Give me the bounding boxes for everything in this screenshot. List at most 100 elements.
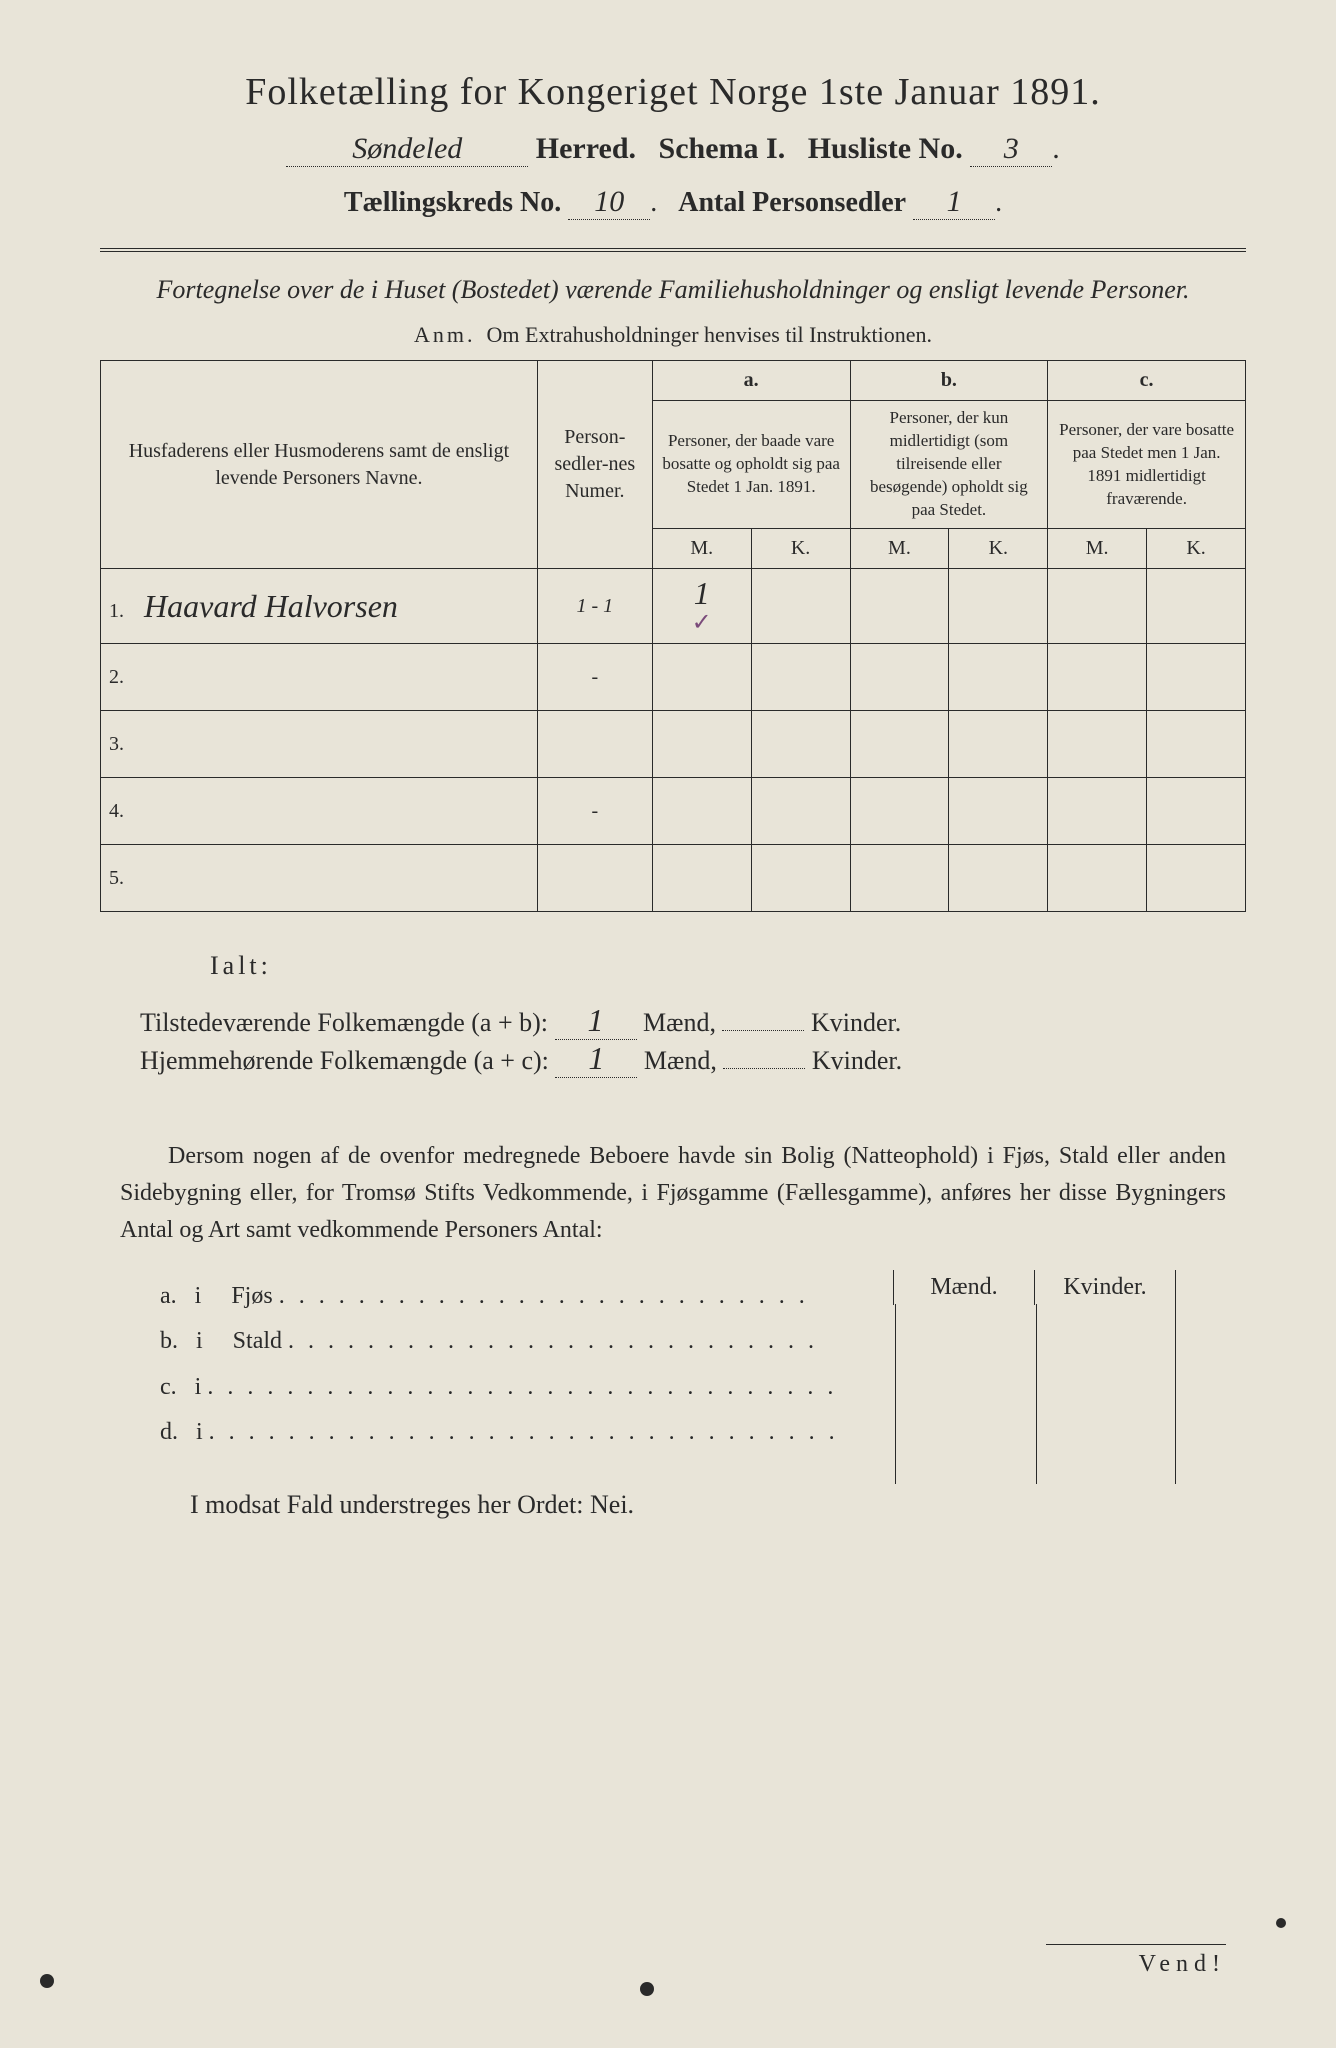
side-key: d. — [160, 1419, 178, 1445]
cell — [850, 778, 949, 845]
sum2-k-value — [723, 1068, 805, 1069]
cell — [652, 778, 751, 845]
page-title: Folketælling for Kongeriget Norge 1ste J… — [100, 70, 1246, 114]
punch-hole-icon — [1276, 1918, 1286, 1928]
divider — [100, 248, 1246, 252]
dots: . . . . . . . . . . . . . . . . . . . . … — [279, 1283, 809, 1309]
maend-label2: Mænd, — [644, 1046, 717, 1075]
table-header-row-1: Husfaderens eller Husmoderens samt de en… — [101, 361, 1246, 401]
col-c-k: K. — [1147, 529, 1246, 569]
cell — [751, 644, 850, 711]
sum1-k-value — [722, 1030, 804, 1031]
cell — [949, 711, 1048, 778]
row1-aM-val: 1 — [694, 575, 710, 611]
row4-name: 4. — [101, 778, 538, 845]
totals-block: Ialt: — [210, 940, 1246, 992]
table-row: 2. - — [101, 644, 1246, 711]
row1-bM — [850, 569, 949, 644]
col-b-k: K. — [949, 529, 1048, 569]
cell — [1048, 778, 1147, 845]
col-b-m: M. — [850, 529, 949, 569]
row-num: 2. — [109, 666, 139, 689]
husliste-value: 3 — [970, 132, 1052, 167]
sum1-m-value: 1 — [555, 1002, 637, 1040]
side-building-paragraph: Dersom nogen af de ovenfor medregnede Be… — [120, 1138, 1226, 1250]
side-i: i — [195, 1283, 202, 1309]
kvinder-label2: Kvinder. — [812, 1046, 902, 1075]
header-line-2: Søndeled Herred. Schema I. Husliste No. … — [100, 132, 1246, 167]
sum2-m-value: 1 — [555, 1040, 637, 1078]
husliste-label: Husliste No. — [808, 132, 963, 165]
personsedler-value: 1 — [913, 185, 995, 220]
sum1-label: Tilstedeværende Folkemængde (a + b): — [140, 1008, 548, 1037]
ialt-label: Ialt: — [210, 951, 272, 980]
cell — [850, 845, 949, 912]
subtitle-text: Fortegnelse over de i Huset (Bostedet) v… — [156, 275, 1189, 304]
cell — [1048, 644, 1147, 711]
side-i: i — [196, 1328, 203, 1354]
col-c-top: c. — [1048, 361, 1246, 401]
vend-label: Vend! — [1046, 1944, 1226, 1978]
side-t: Stald — [233, 1328, 282, 1354]
table-row: 5. — [101, 845, 1246, 912]
row-name-value: Haavard Halvorsen — [144, 588, 398, 624]
nei-line: I modsat Fald understreges her Ordet: Ne… — [190, 1490, 1246, 1520]
row1-aK — [751, 569, 850, 644]
table-row: 4. - — [101, 778, 1246, 845]
row1-cK — [1147, 569, 1246, 644]
anm-prefix: Anm. — [414, 322, 476, 347]
personsedler-label: Antal Personsedler — [678, 187, 906, 218]
col-name-header: Husfaderens eller Husmoderens samt de en… — [101, 361, 538, 569]
cell — [652, 845, 751, 912]
cell — [751, 711, 850, 778]
table-row: 3. — [101, 711, 1246, 778]
dots: . . . . . . . . . . . . . . . . . . . . … — [209, 1419, 839, 1445]
cell — [1048, 711, 1147, 778]
punch-hole-icon — [40, 1974, 54, 1988]
col-a-k: K. — [751, 529, 850, 569]
row-num: 1. — [109, 600, 139, 623]
dots: . . . . . . . . . . . . . . . . . . . . … — [207, 1374, 837, 1400]
kreds-value: 10 — [568, 185, 650, 220]
row1-num: 1 - 1 — [537, 569, 652, 644]
row2-name: 2. — [101, 644, 538, 711]
anm-line: Anm. Om Extrahusholdninger henvises til … — [100, 322, 1246, 348]
col-a-m: M. — [652, 529, 751, 569]
cell — [1147, 845, 1246, 912]
cell — [652, 711, 751, 778]
schema-label: Schema I. — [659, 132, 786, 165]
side-key: b. — [160, 1328, 178, 1354]
anm-text: Om Extrahusholdninger henvises til Instr… — [487, 322, 932, 347]
side-row-a: a. i Fjøs . . . . . . . . . . . . . . . … — [160, 1274, 1206, 1320]
census-form-page: Folketælling for Kongeriget Norge 1ste J… — [0, 0, 1336, 2048]
check-mark-icon: ✓ — [661, 608, 743, 637]
herred-value: Søndeled — [286, 132, 528, 167]
cell — [1147, 644, 1246, 711]
col-a-text: Personer, der baade vare bosatte og opho… — [652, 401, 850, 529]
cell — [751, 845, 850, 912]
row3-name: 3. — [101, 711, 538, 778]
row-num: 4. — [109, 800, 139, 823]
sum-line-1: Tilstedeværende Folkemængde (a + b): 1 M… — [140, 1002, 1246, 1040]
row-num: 5. — [109, 867, 139, 890]
side-key: c. — [160, 1374, 177, 1400]
side-row-b: b. i Stald . . . . . . . . . . . . . . .… — [160, 1319, 1206, 1365]
col-c-letter: c. — [1140, 369, 1154, 391]
maend-label: Mænd, — [643, 1008, 716, 1037]
side-key: a. — [160, 1283, 177, 1309]
cell — [949, 644, 1048, 711]
col-b-text: Personer, der kun midlertidigt (som tilr… — [850, 401, 1048, 529]
cell — [1147, 711, 1246, 778]
sum2-label: Hjemmehørende Folkemængde (a + c): — [140, 1046, 549, 1075]
sum-line-2: Hjemmehørende Folkemængde (a + c): 1 Mæn… — [140, 1040, 1246, 1078]
main-table: Husfaderens eller Husmoderens samt de en… — [100, 360, 1246, 912]
herred-label: Herred. — [536, 132, 636, 165]
col-b-letter: b. — [941, 369, 957, 391]
kvinder-label: Kvinder. — [811, 1008, 901, 1037]
punch-hole-icon — [640, 1982, 654, 1996]
cell — [751, 778, 850, 845]
kreds-label: Tællingskreds No. — [344, 187, 561, 218]
side-buildings-block: Mænd.Kvinder. a. i Fjøs . . . . . . . . … — [160, 1274, 1206, 1456]
row4-num: - — [537, 778, 652, 845]
row5-num — [537, 845, 652, 912]
